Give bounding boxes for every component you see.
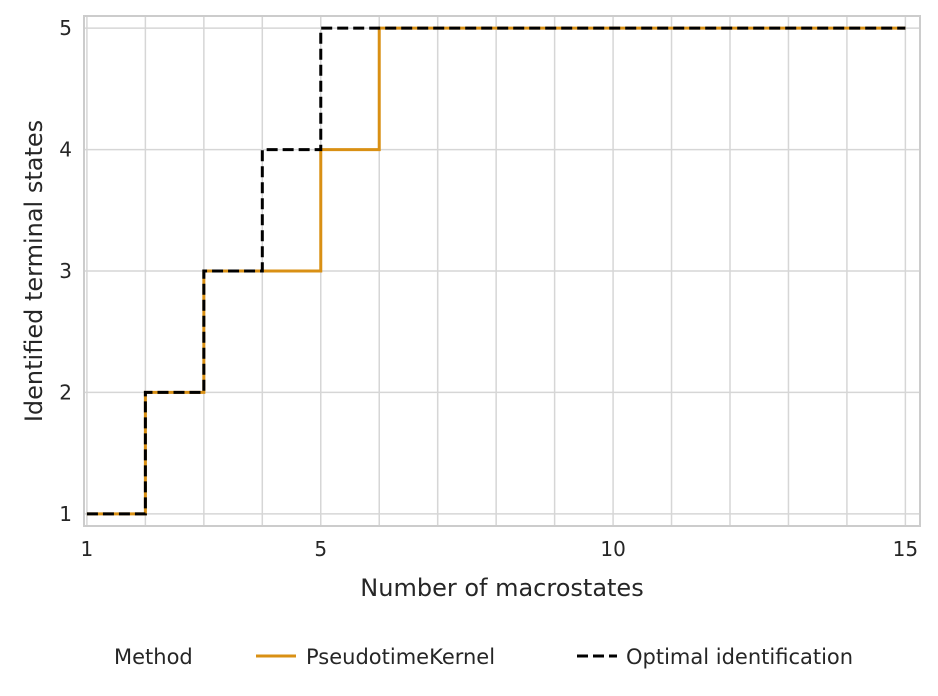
- legend: Method PseudotimeKernel Optimal identifi…: [114, 645, 853, 669]
- x-tick-label: 15: [893, 537, 918, 561]
- x-tick-label: 10: [600, 537, 625, 561]
- x-tick-label: 1: [81, 537, 94, 561]
- y-tick-label: 4: [59, 138, 72, 162]
- legend-title: Method: [114, 645, 193, 669]
- series-line-optimal-identification: [86, 26, 906, 516]
- x-tick-label: 5: [314, 537, 327, 561]
- plot-frame: [83, 15, 921, 527]
- y-tick-label: 2: [59, 380, 72, 404]
- legend-label-pseudotimekernel: PseudotimeKernel: [306, 645, 495, 669]
- x-axis-label: Number of macrostates: [360, 574, 643, 602]
- series-layer: [86, 26, 906, 516]
- legend-label-optimal-identification: Optimal identification: [626, 645, 853, 669]
- y-tick-label: 5: [59, 16, 72, 40]
- y-axis-label: Identified terminal states: [20, 120, 48, 422]
- y-tick-label: 3: [59, 259, 72, 283]
- y-tick-label: 1: [59, 502, 72, 526]
